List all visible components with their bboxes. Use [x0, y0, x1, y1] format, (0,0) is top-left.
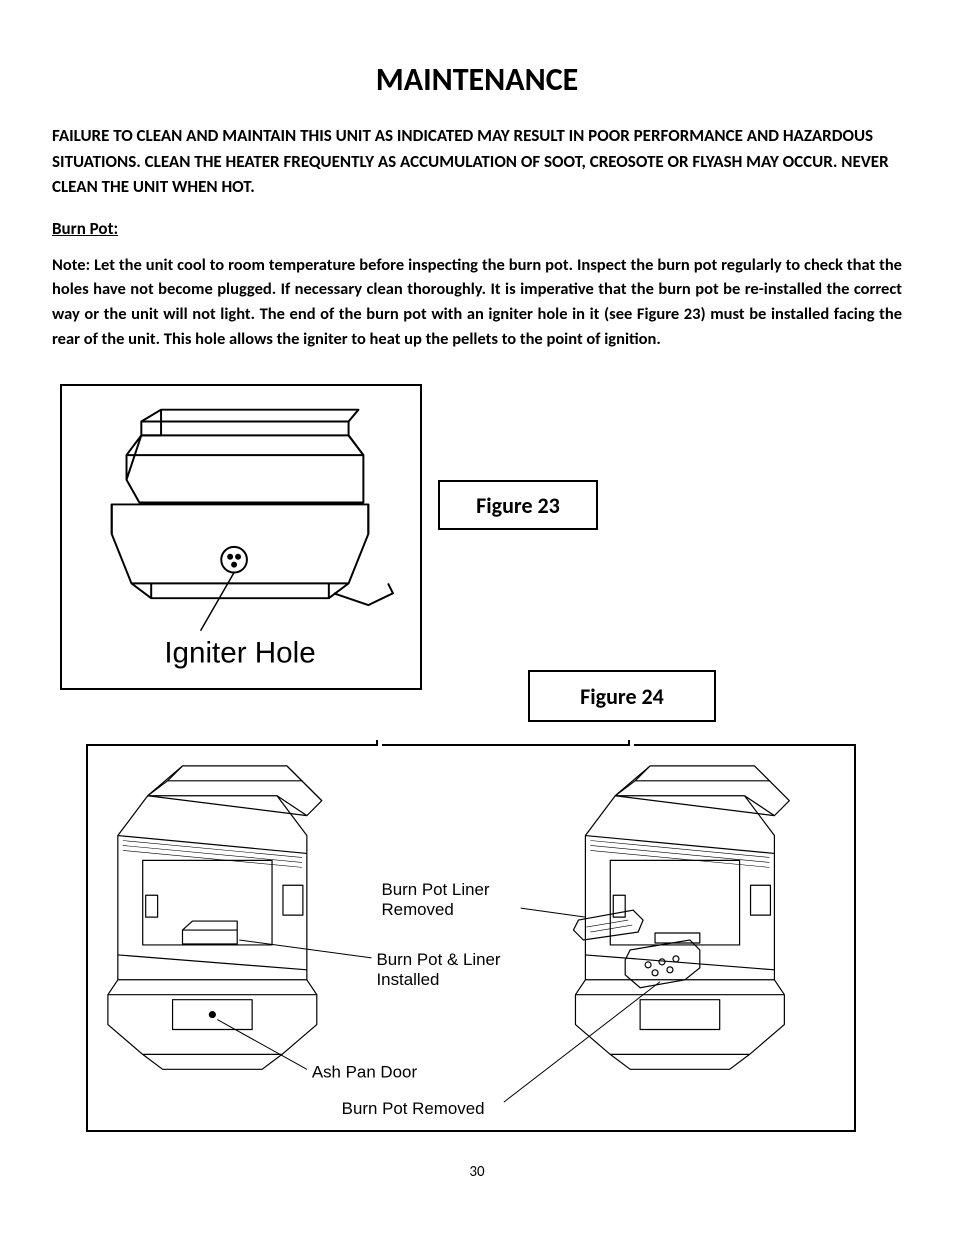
figure-24-illustration: Burn Pot Liner Removed Burn Pot & Liner … — [86, 746, 856, 1132]
figure-23-illustration: Igniter Hole — [60, 384, 422, 690]
warning-paragraph: FAILURE TO CLEAN AND MAINTAIN THIS UNIT … — [52, 123, 902, 200]
note-paragraph: Note: Let the unit cool to room temperat… — [52, 253, 902, 352]
callout-liner-removed-2: Removed — [381, 900, 453, 919]
figure-23-callout-text: Igniter Hole — [164, 636, 315, 669]
callout-ash-door: Ash Pan Door — [312, 1062, 418, 1081]
page-number: 30 — [0, 1163, 954, 1181]
figure-24-label: Figure 24 — [528, 670, 716, 722]
callout-installed-2: Installed — [376, 970, 439, 989]
callout-liner-removed-1: Burn Pot Liner — [381, 880, 489, 899]
callout-removed: Burn Pot Removed — [342, 1099, 485, 1118]
section-heading-burn-pot: Burn Pot: — [52, 218, 902, 239]
callout-installed-1: Burn Pot & Liner — [376, 950, 500, 969]
page-title: MAINTENANCE — [52, 60, 902, 99]
figure-23-label: Figure 23 — [438, 480, 598, 530]
